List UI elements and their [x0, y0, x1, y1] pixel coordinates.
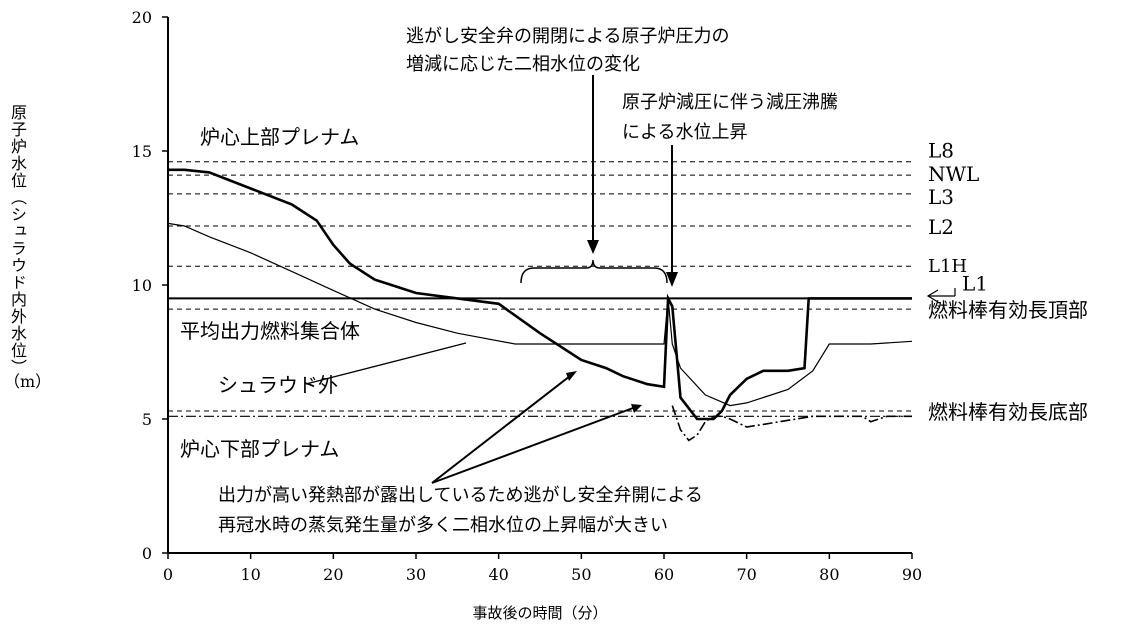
ref-label-7: 燃料棒有効長底部: [928, 400, 1088, 424]
x-tick-label-5: 50: [571, 565, 591, 584]
ref-label-0: L8: [928, 139, 954, 163]
y-tick-label-0: 0: [142, 544, 152, 563]
y-axis-label: 原子炉水位（シュラウド内外水位）: [8, 104, 27, 376]
arrowhead-depress: [666, 272, 678, 287]
region-upper-plenum: 炉心上部プレナム: [200, 125, 359, 149]
pointer-shroud-outside: [305, 342, 467, 385]
x-tick-label-3: 30: [406, 565, 426, 584]
annotation-hot-line1: 出力が高い発熱部が露出しているため逃がし安全弁開による: [218, 485, 703, 506]
x-tick-label-7: 70: [736, 565, 756, 584]
x-tick-label-2: 20: [323, 565, 343, 584]
annotation-hot-line2: 再冠水時の蒸気発生量が多く二相水位の上昇幅が大きい: [218, 515, 668, 536]
annotation-depress-line1: 原子炉減圧に伴う減圧沸騰: [622, 92, 838, 113]
avg-assembly-curve: [167, 222, 913, 407]
two-phase-level-curve: [168, 168, 912, 421]
x-tick-label-8: 80: [819, 565, 839, 584]
annotation-srv-line1: 逃がし安全弁の開閉による原子炉圧力の: [406, 26, 729, 47]
srv-bracket: [520, 259, 668, 284]
x-tick-label-4: 40: [488, 565, 508, 584]
ref-label-1: NWL: [928, 162, 979, 186]
ref-label-3: L2: [928, 215, 954, 239]
ref-label-4: L1H: [928, 256, 967, 277]
y-tick-label-1: 5: [142, 410, 152, 429]
pointer-l1-head: [926, 289, 939, 303]
y-tick-label-4: 20: [132, 8, 152, 27]
region-shroud-outside: シュラウド外: [218, 373, 338, 397]
region-avg-assembly: 平均出力燃料集合体: [180, 319, 360, 343]
x-tick-label-1: 10: [240, 565, 260, 584]
annotation-depress-line2: による水位上昇: [622, 122, 747, 143]
y-axis-unit: （m）: [4, 372, 52, 391]
arrowhead-srv: [587, 240, 599, 254]
x-tick-label-6: 60: [654, 565, 674, 584]
ref-label-2: L3: [928, 185, 954, 209]
arrow-hot-2: [431, 407, 634, 484]
arrow-hot-1: [431, 375, 571, 484]
y-tick-label-2: 10: [132, 276, 152, 295]
arrowhead-hot-2: [631, 404, 642, 413]
y-tick-label-3: 15: [132, 142, 152, 161]
shroud-outside-curve: [671, 405, 912, 442]
x-tick-label-0: 0: [163, 565, 173, 584]
annotation-srv-line2: 増減に応じた二相水位の変化: [406, 54, 640, 75]
arrowhead-hot-1: [566, 371, 577, 381]
x-axis-label: 事故後の時間（分）: [472, 604, 607, 622]
region-lower-plenum: 炉心下部プレナム: [180, 437, 339, 461]
x-tick-label-9: 90: [902, 565, 922, 584]
ref-label-6: 燃料棒有効長頂部: [928, 298, 1088, 322]
ref-label-5: L1: [962, 271, 988, 295]
